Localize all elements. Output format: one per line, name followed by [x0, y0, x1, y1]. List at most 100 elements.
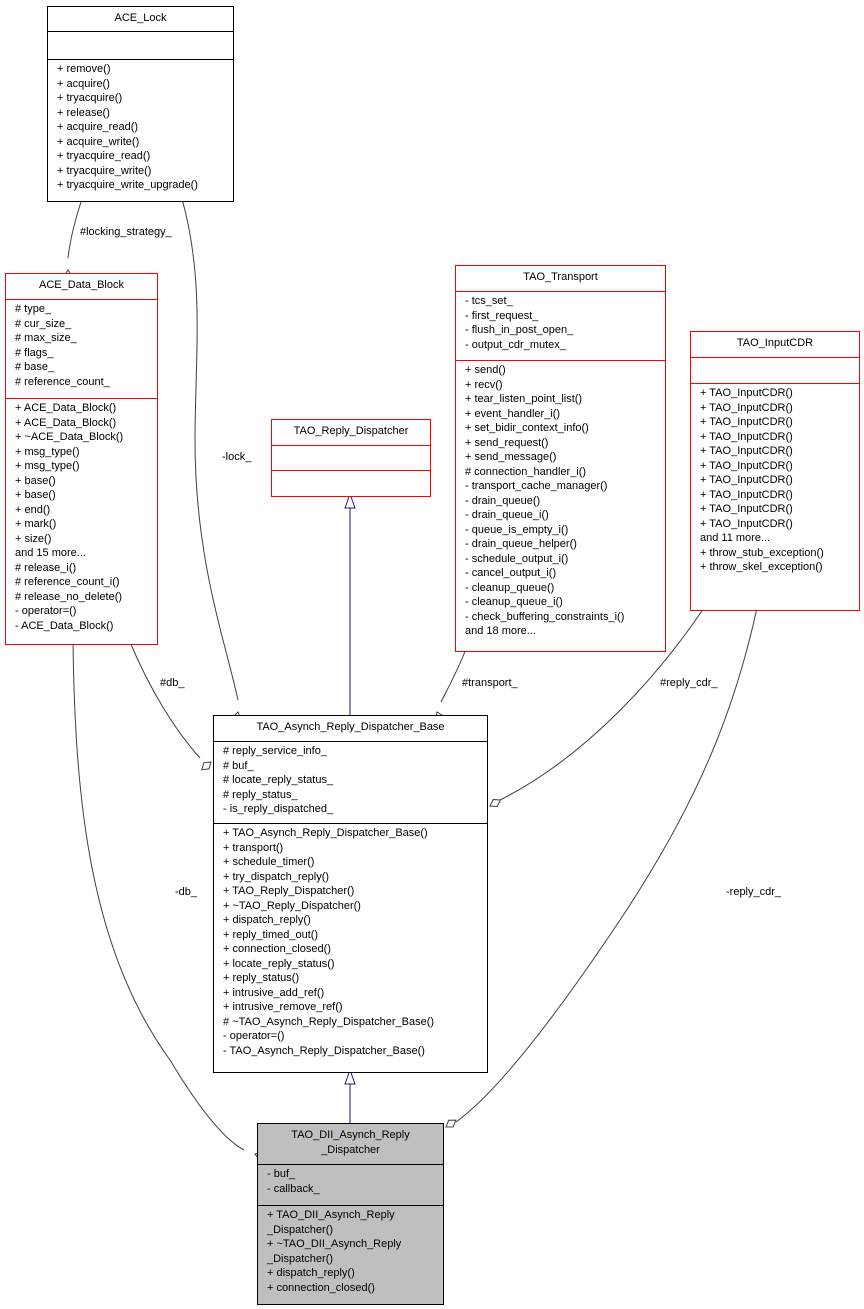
class-attributes	[272, 445, 430, 470]
edge-reply-cdr-dii	[455, 582, 763, 1123]
class-attributes	[48, 31, 233, 59]
class-tao-asynch-reply-dispatcher-base[interactable]: TAO_Asynch_Reply_Dispatcher_Base # reply_…	[213, 715, 488, 1073]
composition-diamond-icon	[489, 799, 502, 807]
class-name: TAO_Transport	[523, 271, 598, 283]
method: + send_request()	[465, 436, 549, 449]
method: + TAO_InputCDR()	[700, 401, 793, 414]
method: + connection_closed()	[223, 943, 331, 955]
class-methods: + remove() + acquire() + tryacquire() + rel…	[48, 59, 233, 201]
method: + ACE_Data_Block()	[15, 402, 117, 414]
method: - ACE_Data_Block()	[15, 619, 114, 632]
class-name: TAO_Reply_Dispatcher	[293, 425, 409, 437]
attribute: # locate_reply_status_	[223, 774, 334, 786]
attribute: # type_	[15, 303, 52, 315]
attribute: # cur_size_	[15, 317, 72, 330]
method: # release_no_delete()	[15, 590, 123, 603]
attribute: # flags_	[15, 346, 54, 359]
method: - operator=()	[223, 1030, 285, 1042]
class-tao-reply-dispatcher[interactable]: TAO_Reply_Dispatcher	[271, 419, 431, 497]
method: + TAO_InputCDR()	[700, 430, 793, 443]
class-name: ACE_Lock	[114, 12, 167, 24]
attribute: # base_	[15, 361, 55, 373]
edge-label: #reply_cdr_	[660, 677, 718, 689]
method: + msg_type()	[15, 460, 80, 472]
edge-label: -reply_cdr_	[726, 886, 782, 898]
method: + mark()	[15, 518, 57, 530]
method: + intrusive_add_ref()	[223, 986, 325, 999]
class-attributes: - buf_ - callback_	[258, 1164, 443, 1205]
class-title: TAO_Transport	[456, 266, 665, 291]
method: + acquire_write()	[57, 135, 140, 148]
attribute: - first_request_	[465, 309, 539, 322]
class-methods: + TAO_Asynch_Reply_Dispatcher_Base() + tr…	[214, 823, 487, 1072]
method: + tryacquire_read()	[57, 150, 151, 162]
composition-diamond-icon	[445, 1119, 457, 1128]
method: - cancel_output_i()	[465, 567, 557, 579]
class-attributes: - tcs_set_ - first_request_ - flush_in_pos…	[456, 291, 665, 360]
method: + tryacquire()	[57, 92, 123, 104]
method: + ACE_Data_Block()	[15, 416, 117, 429]
method: + TAO_InputCDR()	[700, 416, 793, 428]
method: - drain_queue_i()	[465, 509, 549, 521]
edge-db-base	[129, 641, 201, 759]
edge-locking-strategy	[67, 198, 83, 259]
method: and 15 more...	[15, 547, 86, 559]
method: + TAO_InputCDR()	[700, 445, 793, 457]
class-ace-data-block[interactable]: ACE_Data_Block # type_ # cur_size_ # max_si…	[5, 273, 158, 645]
attribute: - callback_	[267, 1182, 320, 1195]
method: and 18 more...	[465, 625, 536, 637]
method: + TAO_Asynch_Reply_Dispatcher_Base()	[223, 827, 428, 839]
method: + reply_timed_out()	[223, 928, 319, 941]
method: and 11 more...	[700, 532, 771, 544]
class-methods: + send() + recv() + tear_listen_point_list…	[456, 360, 665, 651]
method: - cleanup_queue()	[465, 581, 555, 594]
method: + send_message()	[465, 451, 557, 463]
method: + reply_status()	[223, 972, 300, 984]
method: # reference_count_i()	[15, 576, 120, 588]
attribute: # buf_	[223, 759, 254, 772]
attribute: - output_cdr_mutex_	[465, 338, 566, 351]
method: + base()	[15, 474, 56, 487]
class-name: TAO_InputCDR	[736, 337, 814, 349]
edge-reply-cdr-base	[499, 582, 721, 801]
method: + dispatch_reply()	[223, 914, 311, 926]
class-tao-transport[interactable]: TAO_Transport - tcs_set_ - first_request_ -…	[455, 265, 666, 652]
method: - TAO_Asynch_Reply_Dispatcher_Base()	[223, 1044, 425, 1057]
method: + recv()	[465, 378, 503, 391]
class-tao-inputcdr[interactable]: TAO_InputCDR + TAO_InputCDR() + TAO_InputC…	[690, 331, 860, 611]
method: + TAO_InputCDR()	[700, 387, 793, 399]
attribute: # reply_service_info_	[223, 745, 327, 757]
edge-transport	[440, 648, 467, 703]
method: + acquire_read()	[57, 121, 139, 133]
edge-db-dii	[72, 641, 245, 1151]
class-attributes	[691, 357, 859, 383]
composition-diamond-icon	[201, 761, 212, 771]
edge-label: #transport_	[462, 677, 518, 689]
method: + ~TAO_Reply_Dispatcher()	[223, 899, 361, 912]
method: + send()	[465, 364, 506, 376]
method: + transport()	[223, 841, 284, 854]
method: + TAO_DII_Asynch_Reply	[267, 1209, 395, 1221]
class-methods: + TAO_DII_Asynch_Reply _Dispatcher() + ~TA…	[258, 1205, 443, 1304]
method: - check_buffering_constraints_i()	[465, 610, 625, 623]
method: - operator=()	[15, 605, 77, 617]
method: - queue_is_empty_i()	[465, 523, 569, 536]
class-title: ACE_Data_Block	[6, 274, 157, 299]
attribute: # max_size_	[15, 332, 77, 344]
edge-label: -lock_	[222, 451, 252, 463]
method: + TAO_InputCDR()	[700, 459, 793, 472]
class-tao-dii-asynch-reply-dispatcher[interactable]: TAO_DII_Asynch_Reply _Dispatcher - buf_ - c…	[257, 1123, 444, 1305]
method: + throw_skel_exception()	[700, 561, 823, 573]
class-name: _Dispatcher	[321, 1143, 380, 1156]
method: + intrusive_remove_ref()	[223, 1001, 343, 1013]
edge-label: #locking_strategy_	[80, 226, 172, 238]
inheritance-arrow-icon	[344, 492, 356, 509]
method: + event_handler_i()	[465, 407, 561, 420]
class-ace-lock[interactable]: ACE_Lock + remove() + acquire() + tryacquir…	[47, 6, 234, 202]
method: + release()	[57, 106, 110, 119]
attribute: - tcs_set_	[465, 295, 513, 307]
method: # release_i()	[15, 561, 77, 574]
method: + acquire()	[57, 77, 110, 90]
method: + remove()	[57, 63, 111, 75]
